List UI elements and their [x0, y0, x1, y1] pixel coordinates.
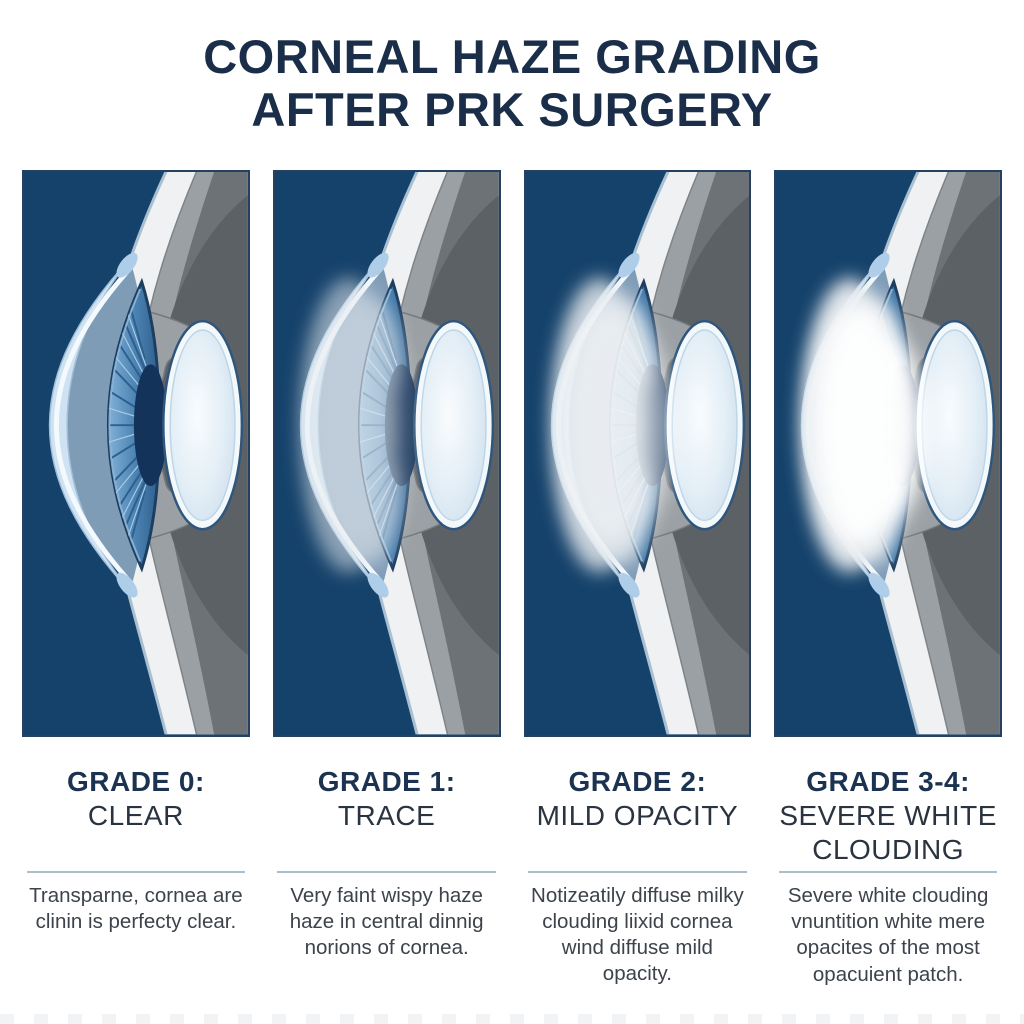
eye-panel-grade-1 — [272, 170, 501, 737]
grade-heading: GRADE 2: MILD OPACITY — [537, 765, 739, 867]
grade-label: GRADE 2: — [568, 765, 707, 797]
grade-label: GRADE 0: — [66, 765, 205, 797]
eye-cross-section-illustration — [774, 170, 1002, 737]
grade-column-2: GRADE 2: MILD OPACITY Notizeatily diffus… — [524, 765, 752, 988]
grade-description: Transparne, cornea are clinin is perfect… — [29, 883, 243, 933]
grade-name: TRACE — [337, 799, 436, 831]
grade-label: GRADE 1: — [317, 765, 456, 797]
eye-cross-section-illustration — [22, 170, 250, 737]
grade-column-3-4: GRADE 3-4: SEVERE WHITE CLOUDING Severe … — [774, 765, 1002, 988]
eye-cross-section-illustration — [523, 170, 752, 737]
grade-label: GRADE 3-4: — [806, 765, 970, 797]
divider-line — [778, 871, 998, 873]
grade-description: Severe white clouding vnuntition white m… — [787, 884, 989, 986]
bottom-artifact-strip — [0, 1014, 1024, 1024]
grade-name: MILD OPACITY — [536, 799, 739, 831]
divider-line — [26, 870, 246, 873]
eye-panel-grade-0 — [22, 170, 250, 737]
grade-column-1: GRADE 1: TRACE Very faint wispy haze haz… — [273, 765, 501, 988]
grade-text-row: GRADE 0: CLEAR Transparne, cornea are cl… — [0, 765, 1024, 988]
divider-line — [528, 870, 747, 873]
page-title: CORNEAL HAZE GRADING AFTER PRK SURGERY — [18, 30, 1006, 136]
eye-panel-grade-3-4 — [774, 170, 1002, 737]
divider-line — [277, 870, 496, 873]
page-title-line2: AFTER PRK SURGERY — [251, 83, 773, 137]
eye-panels-row — [0, 170, 1024, 737]
grade-heading: GRADE 3-4: SEVERE WHITE CLOUDING — [774, 765, 1002, 867]
grade-heading: GRADE 1: TRACE — [318, 765, 456, 867]
eye-panel-grade-2 — [523, 170, 752, 737]
eye-cross-section-illustration — [272, 170, 501, 737]
grade-description: Very faint wispy haze haze in central di… — [289, 883, 484, 959]
grade-description: Notizeatily diffuse milky clouding liixi… — [531, 883, 744, 986]
grade-name: SEVERE WHITE CLOUDING — [779, 799, 997, 865]
page-title-line1: CORNEAL HAZE GRADING — [203, 30, 821, 83]
grade-column-0: GRADE 0: CLEAR Transparne, cornea are cl… — [22, 765, 250, 988]
grade-heading: GRADE 0: CLEAR — [67, 765, 205, 867]
grade-name: CLEAR — [87, 799, 184, 831]
